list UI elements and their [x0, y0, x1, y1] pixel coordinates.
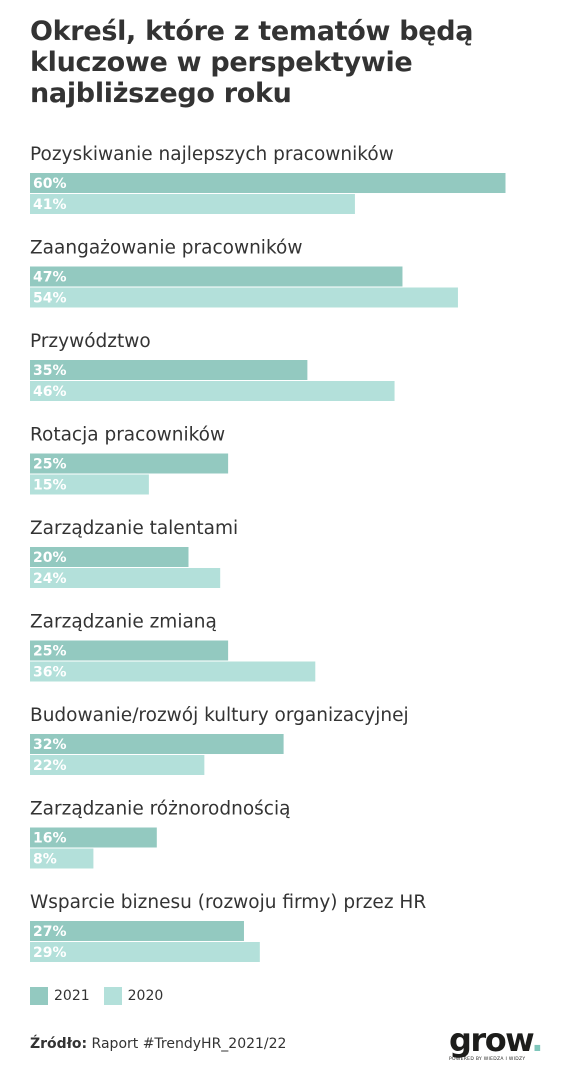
category-label-przywodztwo: Przywództwo [30, 331, 151, 352]
data-label-2021-zaangazowanie-pracownikow: 47% [33, 270, 67, 286]
data-label-2020-budowanie-rozwoj-kultury-organizacyjnej: 22% [33, 758, 67, 774]
source-label: Źródło: [30, 1036, 88, 1052]
data-label-2020-zarzadzanie-roznorodnoscia: 8% [33, 852, 57, 868]
data-label-2021-budowanie-rozwoj-kultury-organizacyjnej: 32% [33, 737, 67, 753]
bar-chart: Pozyskiwanie najlepszych pracowników 60% 4… [30, 144, 506, 962]
bar-2020-rotacja-pracownikow [30, 474, 149, 495]
data-label-2021-wsparcie-biznesu-rozwoju-firmy-przez-hr: 27% [33, 924, 67, 940]
chart-title-line-1: Określ, które z tematów będą [30, 16, 474, 47]
bar-2021-zaangazowanie-pracownikow [30, 266, 403, 287]
bar-2020-zarzadzanie-roznorodnoscia [30, 848, 94, 869]
chart-title: Określ, które z tematów będą kluczowe w … [30, 16, 540, 109]
category-label-zarzadzanie-zmiana: Zarządzanie zmianą [30, 612, 217, 633]
bar-2020-zaangazowanie-pracownikow [30, 287, 458, 308]
data-label-2020-pozyskiwanie-najlepszych-pracownikow: 41% [33, 197, 67, 213]
category-label-zaangazowanie-pracownikow: Zaangażowanie pracowników [30, 238, 302, 259]
bar-2020-zarzadzanie-talentami [30, 568, 221, 588]
legend-item-2021: 2021 [30, 987, 90, 1005]
category-label-zarzadzanie-roznorodnoscia: Zarządzanie różnorodnością [30, 799, 290, 820]
chart-title-line-2: kluczowe w perspektywie [30, 47, 413, 78]
bar-2020-budowanie-rozwoj-kultury-organizacyjnej [30, 755, 205, 775]
legend: 2021 2020 [30, 987, 163, 1005]
bar-2020-pozyskiwanie-najlepszych-pracownikow [30, 194, 355, 214]
category-label-rotacja-pracownikow: Rotacja pracowników [30, 425, 225, 446]
data-label-2021-zarzadzanie-talentami: 20% [33, 550, 67, 566]
bar-2020-zarzadzanie-zmiana [30, 661, 316, 682]
category-label-zarzadzanie-talentami: Zarządzanie talentami [30, 518, 238, 539]
logo-wordmark: grow. [449, 1024, 545, 1056]
source-note: Źródło: Raport #TrendyHR_2021/22 [30, 1036, 286, 1052]
logo-dot: . [531, 1021, 543, 1059]
data-label-2020-rotacja-pracownikow: 15% [33, 478, 67, 494]
legend-swatch-2021 [30, 987, 48, 1005]
category-label-wsparcie-biznesu-rozwoju-firmy-przez-hr: Wsparcie biznesu (rozwoju firmy) przez H… [30, 892, 426, 913]
logo-word: grow [449, 1021, 533, 1059]
data-label-2020-zarzadzanie-zmiana: 36% [33, 665, 67, 681]
data-label-2020-zaangazowanie-pracownikow: 54% [33, 291, 67, 307]
bar-2021-zarzadzanie-roznorodnoscia [30, 827, 157, 848]
source-text: Raport #TrendyHR_2021/22 [87, 1036, 287, 1052]
category-label-budowanie-rozwoj-kultury-organizacyjnej: Budowanie/rozwój kultury organizacyjnej [30, 705, 409, 726]
data-label-2021-rotacja-pracownikow: 25% [33, 457, 67, 473]
data-label-2021-zarzadzanie-roznorodnoscia: 16% [33, 831, 67, 847]
data-label-2020-zarzadzanie-talentami: 24% [33, 571, 67, 587]
bar-2021-pozyskiwanie-najlepszych-pracownikow [30, 173, 506, 193]
legend-label-2020: 2020 [127, 988, 164, 1004]
bar-2021-budowanie-rozwoj-kultury-organizacyjnej [30, 734, 284, 754]
bar-2021-zarzadzanie-zmiana [30, 640, 229, 661]
chart-title-line-3: najbliższego roku [30, 78, 292, 109]
bar-2020-wsparcie-biznesu-rozwoju-firmy-przez-hr [30, 942, 260, 962]
data-label-2020-przywodztwo: 46% [33, 384, 67, 400]
category-label-pozyskiwanie-najlepszych-pracownikow: Pozyskiwanie najlepszych pracowników [30, 144, 394, 165]
bar-2021-rotacja-pracownikow [30, 453, 229, 474]
grow-logo: grow. POWERED BY WIEDZA I WIDZY [449, 1024, 545, 1070]
bar-2020-przywodztwo [30, 381, 395, 401]
data-label-2021-pozyskiwanie-najlepszych-pracownikow: 60% [33, 176, 67, 192]
logo-tagline: POWERED BY WIEDZA I WIDZY [449, 1057, 526, 1062]
legend-label-2021: 2021 [54, 988, 90, 1004]
data-label-2021-przywodztwo: 35% [33, 363, 67, 379]
bar-2021-przywodztwo [30, 360, 308, 380]
data-label-2021-zarzadzanie-zmiana: 25% [33, 644, 67, 660]
bar-2021-wsparcie-biznesu-rozwoju-firmy-przez-hr [30, 921, 244, 941]
data-label-2020-wsparcie-biznesu-rozwoju-firmy-przez-hr: 29% [33, 945, 67, 961]
legend-item-2020: 2020 [103, 987, 164, 1005]
bar-2021-zarzadzanie-talentami [30, 547, 189, 567]
legend-swatch-2020 [103, 987, 122, 1005]
